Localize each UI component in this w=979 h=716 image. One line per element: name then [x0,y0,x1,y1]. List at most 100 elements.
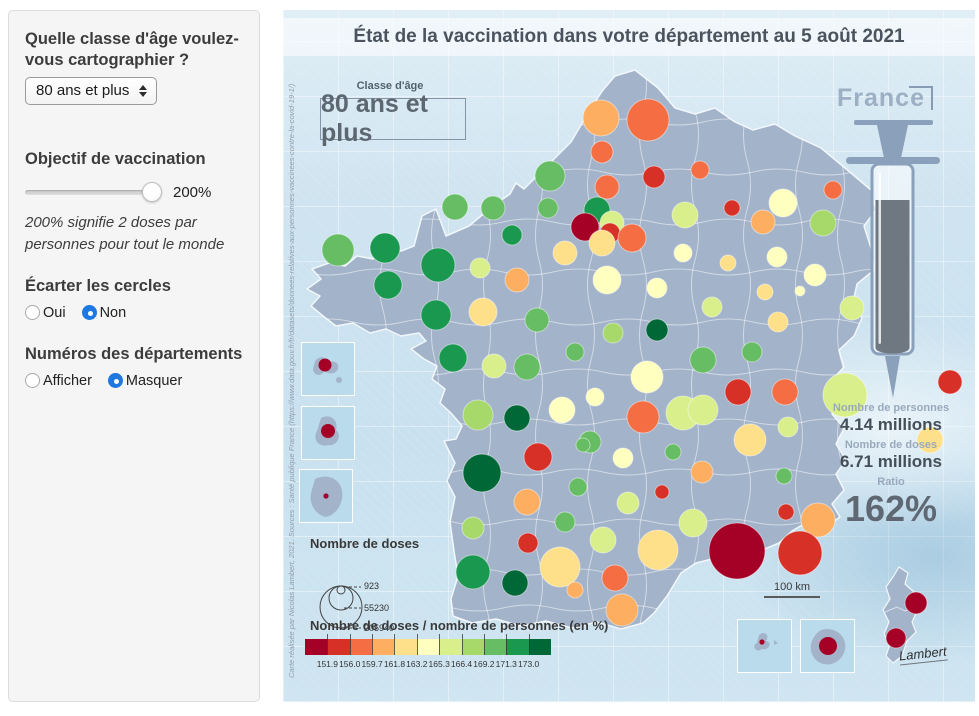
department-circle[interactable] [369,232,401,264]
department-circle[interactable] [373,270,403,300]
radio-unselected-icon[interactable] [25,373,40,389]
department-circle[interactable] [690,460,714,484]
department-circle[interactable] [602,322,624,344]
department-circle[interactable] [513,353,541,381]
department-circle[interactable] [462,453,502,493]
department-circle[interactable] [839,295,865,321]
department-circle[interactable] [594,174,620,200]
department-circle[interactable] [517,532,539,554]
department-circle[interactable] [605,593,639,627]
department-circle[interactable] [590,140,614,164]
department-circle[interactable] [733,423,767,457]
department-circle[interactable] [438,343,468,373]
department-circle[interactable] [548,396,576,424]
department-circle[interactable] [937,369,963,395]
department-circle[interactable] [626,400,660,434]
department-circle[interactable] [575,437,591,453]
department-circle[interactable] [589,526,617,554]
department-circle[interactable] [566,581,584,599]
department-circle[interactable] [537,197,559,219]
department-circle[interactable] [617,223,647,253]
department-circle[interactable] [601,564,629,592]
objective-slider-thumb[interactable] [142,181,162,202]
department-circle[interactable] [462,399,494,431]
radio-selected-icon[interactable] [81,305,97,321]
department-circle[interactable] [552,240,578,266]
department-circle[interactable] [642,165,666,189]
department-circle[interactable] [565,342,585,362]
department-circle[interactable] [504,267,530,293]
department-circle[interactable] [771,378,799,406]
department-circle[interactable] [777,503,795,521]
department-circle[interactable] [800,502,836,538]
department-circle[interactable] [468,297,498,327]
department-circle[interactable] [645,318,669,342]
department-circle[interactable] [687,394,719,426]
department-circle[interactable] [646,277,668,299]
department-circle[interactable] [768,188,798,218]
department-circle[interactable] [480,195,506,221]
department-circle[interactable] [664,443,682,461]
department-circle[interactable] [523,442,553,472]
department-circle[interactable] [568,477,588,497]
department-circle[interactable] [554,511,576,533]
department-circle[interactable] [916,426,944,454]
department-circle[interactable] [588,229,616,257]
department-circle[interactable] [885,627,907,649]
department-circle[interactable] [539,546,581,588]
department-circle[interactable] [766,246,788,268]
department-circle[interactable] [678,508,708,538]
department-circle[interactable] [690,160,710,180]
objective-slider[interactable] [25,181,162,202]
department-circle[interactable] [501,224,523,246]
numbers-option-masquer[interactable]: Masquer [107,373,182,389]
department-circle[interactable] [503,404,531,432]
department-circle[interactable] [534,160,566,192]
department-circle[interactable] [671,201,699,229]
department-circle[interactable] [481,353,507,379]
department-circle[interactable] [822,372,868,418]
radio-selected-icon[interactable] [107,373,123,389]
department-circle[interactable] [708,522,766,580]
department-circle[interactable] [756,283,774,301]
department-circle[interactable] [626,98,670,142]
department-circle[interactable] [689,346,717,374]
department-circle[interactable] [570,212,600,242]
department-circle[interactable] [775,467,793,485]
department-circle[interactable] [701,296,723,318]
department-circle[interactable] [750,209,776,235]
department-circle[interactable] [616,491,640,515]
department-circle[interactable] [723,199,741,217]
spread-option-oui[interactable]: Oui [25,305,66,321]
department-circle[interactable] [501,569,529,597]
department-circle[interactable] [904,591,928,615]
department-circle[interactable] [777,530,823,576]
department-circle[interactable] [724,378,752,406]
department-circle[interactable] [630,360,664,394]
department-circle[interactable] [767,311,789,333]
radio-unselected-icon[interactable] [25,305,40,321]
department-circle[interactable] [719,254,737,272]
department-circle[interactable] [455,554,491,590]
department-circle[interactable] [592,265,622,295]
age-class-select[interactable]: 80 ans et plus [25,77,158,106]
department-circle[interactable] [420,247,456,283]
department-circle[interactable] [637,529,679,571]
department-circle[interactable] [321,233,355,267]
department-circle[interactable] [524,307,550,333]
spread-option-non[interactable]: Non [81,305,126,321]
department-circle[interactable] [585,387,605,407]
department-circle[interactable] [803,263,827,287]
department-circle[interactable] [441,193,469,221]
department-circle[interactable] [809,209,837,237]
department-circle[interactable] [420,299,452,331]
department-circle[interactable] [654,484,670,500]
department-circle[interactable] [794,285,806,297]
department-circle[interactable] [777,416,799,438]
department-circle[interactable] [513,488,541,516]
department-circle[interactable] [741,341,763,363]
department-circle[interactable] [582,99,620,137]
department-circle[interactable] [612,447,634,469]
department-circle[interactable] [823,180,843,200]
department-circle[interactable] [673,243,693,263]
